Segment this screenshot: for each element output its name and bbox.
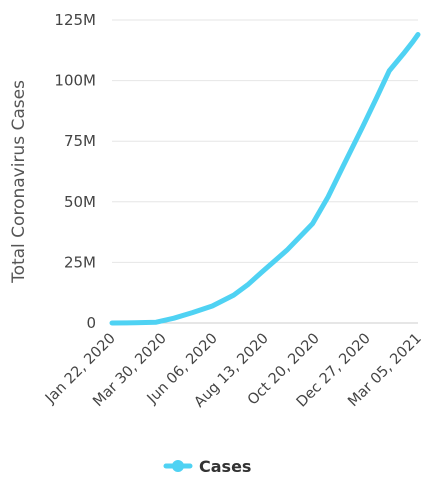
series-layer [109, 32, 421, 326]
y-axis-title: Total Coronavirus Cases [9, 80, 29, 284]
y-tick-label: 125M [54, 11, 96, 29]
legend-label-cases: Cases [199, 457, 251, 476]
y-tick-label: 100M [54, 72, 96, 90]
gridlines [112, 19, 418, 324]
y-tick-label: 75M [64, 132, 96, 150]
y-tick-label: 0 [86, 314, 96, 332]
series-line-cases[interactable] [109, 32, 421, 326]
legend-symbol-cases [163, 460, 193, 472]
legend-marker [172, 460, 184, 472]
y-axis-ticks: 0 25M 50M 75M 100M 125M [54, 11, 96, 332]
y-tick-label: 25M [64, 253, 96, 271]
legend[interactable]: Cases [163, 457, 251, 476]
y-tick-label: 50M [64, 193, 96, 211]
